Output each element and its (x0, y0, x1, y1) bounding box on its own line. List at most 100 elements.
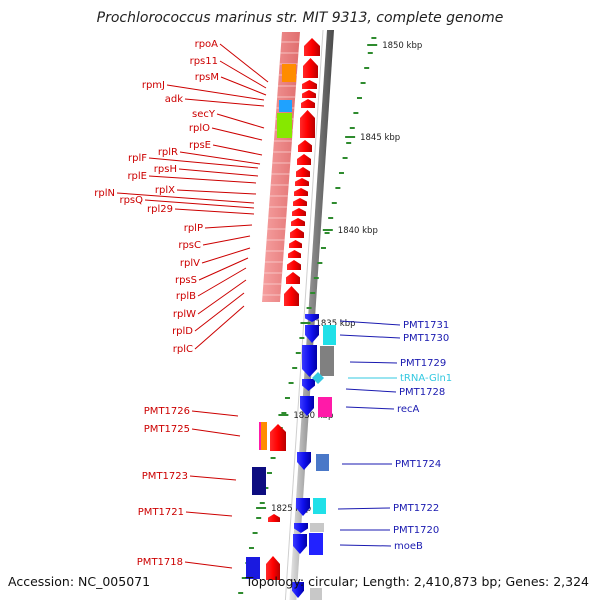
gene-label-pmt1729: PMT1729 (400, 358, 446, 369)
leader-line (178, 168, 259, 177)
gene-arrow-reverse (297, 452, 311, 470)
feature-box (310, 523, 324, 532)
leader-line (191, 428, 241, 437)
gene-arrow-forward (286, 272, 300, 284)
gene-label-pmt1731: PMT1731 (403, 320, 449, 331)
feature-box (309, 533, 323, 555)
ruler-label: 1850 kbp (382, 41, 422, 51)
leader-line (198, 257, 249, 281)
gene-label-adk: adk (165, 94, 183, 105)
ruler-label: 1835 kbp (315, 319, 355, 329)
leader-line (194, 292, 245, 332)
gene-arrow-reverse (300, 396, 314, 416)
gene-label-moeb: moeB (394, 541, 423, 552)
leader-line (212, 144, 263, 156)
leader-line (179, 151, 261, 165)
gene-label-secy: secY (192, 109, 216, 120)
gene-label-rpsh: rpsH (154, 164, 177, 175)
gene-arrow-forward (270, 424, 286, 451)
gene-label-rplf: rplF (128, 153, 147, 164)
gene-label-rplr: rplR (158, 147, 178, 158)
feature-box (313, 498, 326, 514)
leader-line (202, 235, 251, 246)
leader-line (339, 320, 401, 326)
leader-line (166, 84, 265, 101)
gene-arrow-reverse (302, 379, 315, 391)
ruler-label: 1830 kbp (293, 411, 333, 421)
ruler-label: 1840 kbp (338, 226, 378, 236)
gene-label-pmt1723: PMT1723 (142, 471, 188, 482)
leader-line (201, 247, 251, 264)
leader-line (189, 475, 237, 481)
gene-arrow-forward (304, 38, 320, 56)
leader-line (116, 192, 255, 204)
feature-box (320, 346, 334, 376)
feature-box (261, 422, 267, 450)
leader-line (339, 544, 392, 547)
gene-arrow-forward (288, 250, 301, 258)
gene-arrow-forward (284, 286, 299, 306)
gene-arrow-reverse (305, 325, 319, 343)
gene-arrow-forward (268, 514, 280, 522)
gene-label-rple: rplE (127, 171, 147, 182)
gene-label-pmt1728: PMT1728 (399, 387, 445, 398)
gene-label-trna-gln1: tRNA-Gln1 (400, 373, 452, 384)
gene-label-rps11: rps11 (190, 56, 218, 67)
gene-arrow-forward (294, 188, 308, 196)
leader-line (219, 60, 267, 89)
gene-arrow-forward (302, 90, 316, 98)
gene-label-rpoa: rpoA (195, 39, 219, 50)
gene-label-pmt1718: PMT1718 (137, 557, 183, 568)
feature-box (252, 467, 266, 495)
gene-label-rpl29: rpl29 (147, 204, 173, 215)
gene-label-rplx: rplX (155, 185, 175, 196)
feature-box (318, 397, 332, 417)
gene-arrow-forward (293, 198, 307, 206)
gene-arrow-forward (291, 218, 305, 226)
gene-arrow-forward (303, 58, 318, 78)
gene-label-rpld: rplD (172, 326, 193, 337)
leader-line (197, 279, 247, 315)
leader-line (191, 410, 239, 417)
gene-label-reca: recA (397, 404, 420, 415)
gene-arrow-reverse (294, 523, 308, 533)
leader-line (337, 507, 391, 510)
feature-box (277, 113, 292, 138)
gene-arrow-reverse (292, 582, 304, 598)
gene-label-rpln: rplN (94, 188, 115, 199)
leader-line (339, 334, 401, 339)
leader-line (144, 199, 255, 209)
leader-line (345, 406, 395, 410)
gene-label-pmt1726: PMT1726 (144, 406, 190, 417)
feature-box (282, 64, 296, 82)
trna-marker (312, 372, 324, 384)
gene-label-pmt1725: PMT1725 (144, 424, 190, 435)
gene-arrow-forward (287, 260, 301, 270)
gene-arrow-reverse (302, 345, 317, 377)
figure-title: Prochlorococcus marinus str. MIT 9313, c… (97, 10, 504, 26)
leader-line (174, 208, 255, 215)
gene-arrow-forward (301, 99, 315, 108)
leader-line (197, 267, 247, 297)
leader-line (148, 175, 257, 184)
leader-line (349, 361, 398, 364)
topology-summary: Topology: circular; Length: 2,410,873 bp… (245, 574, 589, 589)
leader-line (176, 189, 257, 195)
gene-arrow-forward (266, 556, 280, 580)
gene-label-pmt1722: PMT1722 (393, 503, 439, 514)
ruler-label: 1825 kbp (271, 504, 311, 514)
gene-label-rplp: rplP (184, 223, 203, 234)
gene-arrow-forward (297, 154, 311, 165)
feature-box (279, 100, 292, 112)
ruler-label: 1845 kbp (360, 133, 400, 143)
gene-arrow-forward (298, 140, 312, 152)
leader-line (345, 388, 397, 393)
leader-line (194, 305, 245, 350)
leader-line (204, 224, 253, 229)
leader-line (220, 76, 267, 96)
gene-label-rpss: rpsS (175, 275, 197, 286)
gene-arrow-forward (289, 240, 302, 248)
gene-arrow-reverse (293, 534, 307, 554)
gene-label-rplc: rplC (173, 344, 193, 355)
gene-label-rpmj: rpmJ (142, 80, 165, 91)
